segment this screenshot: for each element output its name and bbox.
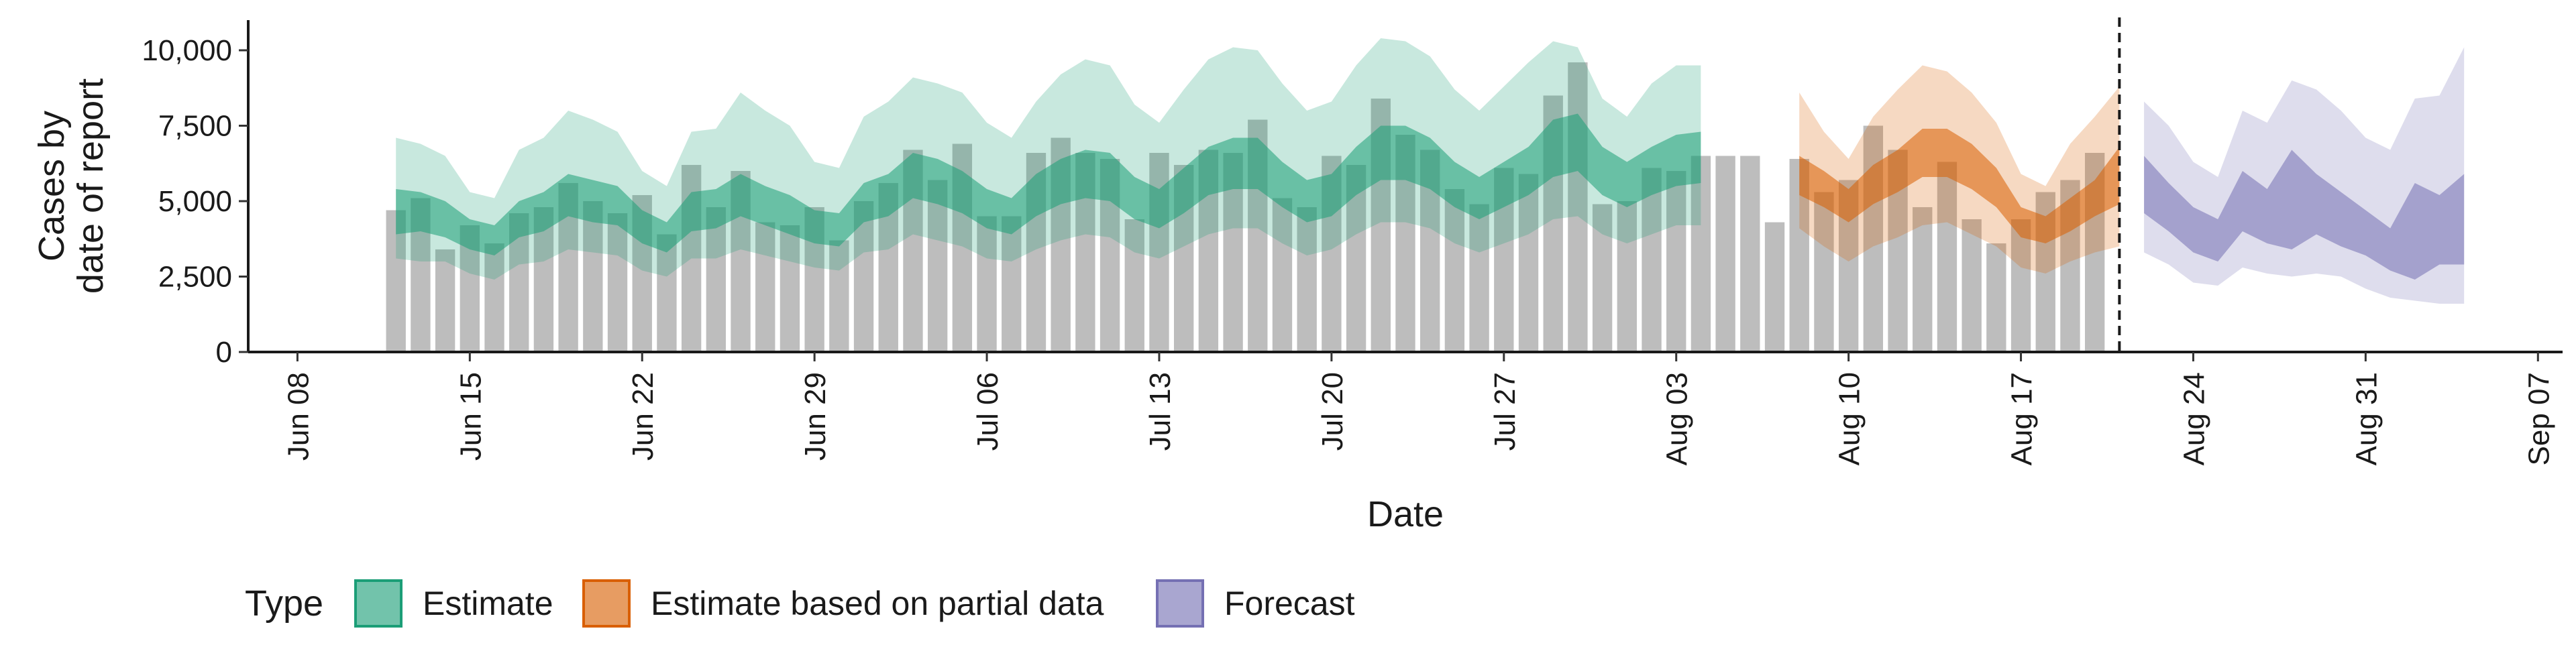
y-axis-title-line: date of report bbox=[70, 78, 111, 294]
data-bar bbox=[1814, 192, 1834, 352]
data-bar bbox=[1642, 168, 1662, 352]
x-tick-label: Jul 20 bbox=[1316, 372, 1349, 451]
legend: Type Estimate Estimate based on partial d… bbox=[245, 579, 1355, 628]
data-bar bbox=[1002, 216, 1022, 352]
x-tick-label: Jun 29 bbox=[799, 372, 832, 461]
data-bar bbox=[1937, 162, 1957, 352]
bands-layer bbox=[396, 38, 2465, 304]
data-bar bbox=[780, 225, 800, 352]
data-bar bbox=[927, 180, 948, 352]
x-tick-label: Jul 13 bbox=[1144, 372, 1177, 451]
x-tick-label: Jun 22 bbox=[627, 372, 659, 461]
estimate-band-50 bbox=[396, 113, 1701, 255]
legend-swatch bbox=[582, 579, 631, 628]
data-bar bbox=[1740, 156, 1760, 352]
x-tick-label: Jun 08 bbox=[282, 372, 315, 461]
x-tick-label: Jul 27 bbox=[1489, 372, 1521, 451]
y-tick-label: 5,000 bbox=[158, 185, 232, 218]
data-bar bbox=[1913, 207, 1933, 352]
legend-swatch bbox=[1156, 579, 1204, 628]
y-tick-label: 2,500 bbox=[158, 261, 232, 294]
data-bar bbox=[977, 216, 997, 352]
data-bar bbox=[1592, 204, 1613, 352]
data-bar bbox=[706, 207, 727, 352]
data-bar bbox=[1297, 207, 1317, 352]
data-bar bbox=[1986, 243, 2006, 352]
x-tick-label: Aug 17 bbox=[2006, 372, 2039, 465]
data-bar bbox=[1568, 62, 1588, 352]
data-bar bbox=[1666, 171, 1686, 352]
legend-label: Estimate bbox=[423, 585, 553, 622]
x-tick-label: Jul 06 bbox=[971, 372, 1004, 451]
data-bar bbox=[1124, 219, 1144, 352]
data-bar bbox=[435, 249, 455, 352]
data-bar bbox=[1690, 156, 1711, 352]
y-tick-label: 10,000 bbox=[142, 34, 232, 67]
data-bar bbox=[1444, 189, 1465, 352]
data-bar bbox=[755, 222, 775, 352]
data-bar bbox=[657, 234, 677, 352]
x-tick-label: Aug 10 bbox=[1833, 372, 1866, 465]
legend-label: Estimate based on partial data bbox=[651, 585, 1104, 622]
axes-layer: 0 2,500 5,000 7,500 10,000 Jun 08 Jun 15 Jun 22… bbox=[142, 17, 2563, 465]
y-axis-title-line: Cases by bbox=[32, 111, 72, 261]
data-bar bbox=[1469, 204, 1489, 352]
data-bar bbox=[1715, 156, 1735, 352]
y-tick-label: 7,500 bbox=[158, 110, 232, 143]
x-tick-label: Jun 15 bbox=[454, 372, 487, 461]
forecast-band-50 bbox=[2144, 150, 2465, 280]
data-bar bbox=[583, 201, 603, 352]
data-bar bbox=[1962, 219, 1982, 352]
data-bar bbox=[829, 240, 849, 352]
y-tick-label: 0 bbox=[216, 336, 232, 369]
x-tick-label: Aug 24 bbox=[2178, 372, 2210, 465]
legend-label: Forecast bbox=[1224, 585, 1355, 622]
x-axis-title: Date bbox=[1367, 494, 1444, 534]
legend-title: Type bbox=[245, 583, 323, 624]
legend-swatch bbox=[354, 579, 402, 628]
data-bar bbox=[1272, 198, 1293, 352]
estimate-based-on-partial-data-band-50 bbox=[1799, 129, 2120, 243]
x-tick-label: Sep 07 bbox=[2522, 372, 2555, 465]
data-bar bbox=[1764, 222, 1785, 352]
x-tick-label: Aug 31 bbox=[2350, 372, 2383, 465]
data-bar bbox=[607, 213, 628, 352]
data-bar bbox=[484, 243, 504, 352]
y-axis-title: Cases bydate of report bbox=[32, 78, 111, 294]
x-tick-label: Aug 03 bbox=[1661, 372, 1694, 465]
data-bar bbox=[1617, 201, 1637, 352]
data-bar bbox=[2010, 219, 2031, 352]
data-bar bbox=[1518, 174, 1539, 352]
